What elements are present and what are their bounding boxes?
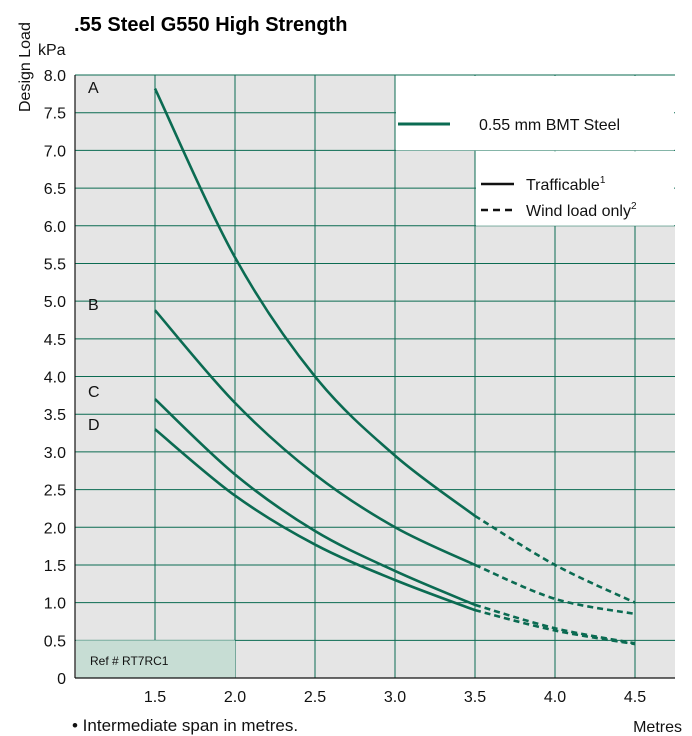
y-tick-label: 0: [57, 671, 66, 688]
y-tick-label: 4.5: [44, 332, 66, 349]
footnote: • Intermediate span in metres.: [72, 716, 298, 735]
y-tick-label: 4.0: [44, 370, 66, 387]
legend-superscript: 2: [631, 201, 637, 212]
series-line-a-dashed: [474, 514, 636, 604]
y-axis-unit: kPa: [38, 42, 66, 59]
y-tick-label: 3.0: [44, 445, 66, 462]
x-tick-label: 4.0: [544, 689, 566, 706]
y-axis-label: Design Load: [17, 22, 34, 112]
legend-series-box: [396, 76, 674, 151]
legend-superscript: 1: [600, 175, 606, 186]
reference-box: [76, 640, 235, 678]
legend-style-box: [476, 151, 674, 226]
series-label-b: B: [88, 297, 99, 314]
y-tick-label: 8.0: [44, 68, 66, 85]
legend-series-label: 0.55 mm BMT Steel: [479, 117, 620, 134]
series-line-d-solid: [154, 428, 476, 612]
series-line-b-solid: [154, 309, 476, 567]
x-tick-label: 2.0: [224, 689, 246, 706]
y-tick-label: 6.5: [44, 181, 66, 198]
series-line-d-dashed: [474, 608, 636, 646]
y-tick-label: 2.0: [44, 520, 66, 537]
x-tick-label: 3.0: [384, 689, 406, 706]
legend-wind-label: Wind load only2: [526, 201, 637, 220]
chart-title: .55 Steel G550 High Strength: [74, 14, 347, 36]
legend-trafficable-label: Trafficable1: [526, 175, 606, 194]
series-label-a: A: [88, 80, 99, 97]
y-tick-label: 1.5: [44, 558, 66, 575]
y-tick-label: 1.0: [44, 596, 66, 613]
reference-label: Ref # RT7RC1: [90, 654, 169, 668]
series-line-b-dashed: [474, 563, 636, 616]
y-tick-label: 0.5: [44, 633, 66, 650]
y-tick-label: 3.5: [44, 407, 66, 424]
series-line-a-solid: [153, 88, 476, 517]
y-tick-label: 7.5: [44, 106, 66, 123]
x-tick-label: 2.5: [304, 689, 326, 706]
y-tick-label: 5.0: [44, 294, 66, 311]
series-line-c-solid: [154, 398, 476, 607]
plot-area: Ref # RT7RC1 0.55 mm BMT Steel Trafficable…: [44, 68, 675, 706]
x-tick-label: 3.5: [464, 689, 486, 706]
series-line-c-dashed: [474, 603, 636, 645]
series-label-c: C: [88, 384, 100, 401]
y-tick-label: 7.0: [44, 143, 66, 160]
y-tick-label: 2.5: [44, 483, 66, 500]
x-axis-unit: Metres: [633, 719, 682, 736]
x-tick-label: 4.5: [624, 689, 646, 706]
y-tick-label: 6.0: [44, 219, 66, 236]
x-tick-label: 1.5: [144, 689, 166, 706]
series-label-d: D: [88, 417, 100, 434]
y-tick-label: 5.5: [44, 256, 66, 273]
